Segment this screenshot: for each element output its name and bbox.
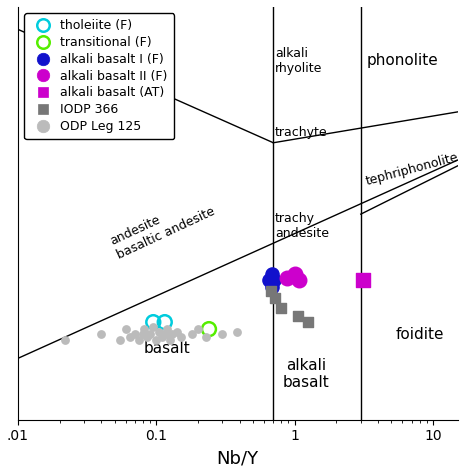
Point — [188, 330, 195, 338]
Point — [149, 323, 157, 330]
Point — [359, 276, 366, 284]
Point — [141, 325, 148, 333]
Legend: tholeiite (F), transitional (F), alkali basalt I (F), alkali basalt II (F), alka: tholeiite (F), transitional (F), alkali … — [24, 13, 174, 139]
Point — [161, 319, 169, 326]
Point — [98, 330, 105, 338]
Point — [139, 330, 147, 338]
Point — [164, 325, 171, 333]
Point — [143, 333, 150, 341]
Point — [161, 330, 169, 338]
Point — [291, 270, 299, 278]
Point — [205, 325, 213, 333]
Text: trachyte: trachyte — [275, 126, 328, 139]
Point — [233, 328, 240, 336]
Text: alkali
rhyolite: alkali rhyolite — [275, 47, 322, 75]
Point — [153, 336, 160, 343]
Text: andesite
basaltic andesite: andesite basaltic andesite — [109, 191, 217, 261]
Text: alkali
basalt: alkali basalt — [283, 358, 329, 390]
Point — [268, 270, 275, 278]
Point — [146, 330, 154, 338]
Point — [127, 333, 134, 341]
Point — [265, 276, 273, 284]
Point — [267, 288, 274, 295]
Point — [294, 312, 301, 319]
Point — [278, 304, 285, 312]
Point — [117, 336, 124, 343]
Text: foidite: foidite — [395, 327, 444, 342]
Point — [283, 274, 291, 282]
Point — [202, 333, 210, 341]
Point — [149, 319, 157, 326]
Text: trachy
andesite: trachy andesite — [275, 212, 329, 240]
Point — [168, 330, 176, 338]
Point — [268, 283, 275, 291]
Point — [173, 328, 181, 336]
Point — [166, 336, 173, 343]
Point — [62, 336, 69, 343]
Point — [304, 319, 312, 326]
Text: tephriphonolite: tephriphonolite — [364, 150, 459, 188]
Point — [296, 276, 303, 284]
Text: phonolite: phonolite — [366, 54, 438, 68]
Point — [155, 328, 163, 336]
Point — [122, 325, 129, 333]
Point — [270, 276, 278, 284]
X-axis label: Nb/Y: Nb/Y — [217, 449, 259, 467]
Point — [271, 294, 279, 301]
Point — [158, 333, 166, 341]
Point — [131, 330, 139, 338]
Text: basalt: basalt — [144, 341, 191, 356]
Point — [135, 336, 143, 343]
Point — [219, 330, 226, 338]
Point — [194, 325, 202, 333]
Point — [177, 333, 184, 341]
